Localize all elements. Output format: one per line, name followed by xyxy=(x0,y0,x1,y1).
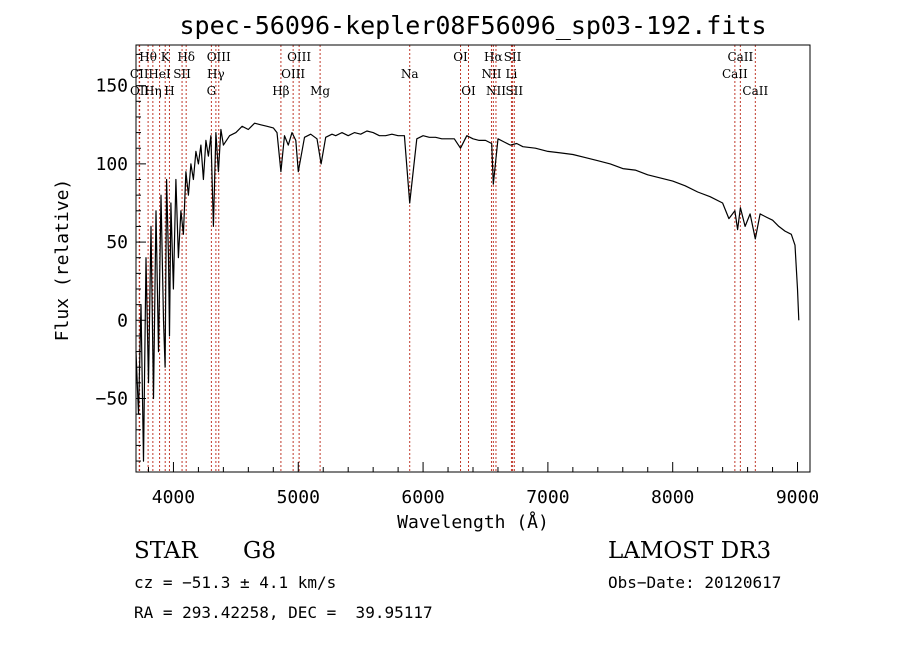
y-axis-label: Flux (relative) xyxy=(52,179,73,342)
line-label: CII xyxy=(130,67,149,81)
line-label: Mg xyxy=(310,84,330,98)
x-tick-label: 8000 xyxy=(651,487,694,508)
line-label: SII xyxy=(504,50,522,64)
spectral-subclass: G8 xyxy=(243,538,276,564)
redshift-text: cz = −51.3 ± 4.1 km/s xyxy=(134,573,336,592)
x-tick-label: 9000 xyxy=(776,487,819,508)
line-markers xyxy=(139,45,755,472)
line-label: CaII xyxy=(742,84,768,98)
plot-frame xyxy=(136,45,810,472)
line-label: OIII xyxy=(281,67,305,81)
y-tick-label: 50 xyxy=(106,232,128,253)
obs-date: Obs−Date: 20120617 xyxy=(608,573,781,592)
line-label: H xyxy=(164,84,174,98)
x-tick-label: 4000 xyxy=(152,487,195,508)
line-label: SII xyxy=(173,67,191,81)
y-tick-label: −50 xyxy=(95,388,128,409)
coordinates: RA = 293.42258, DEC = 39.95117 xyxy=(134,603,433,622)
x-tick-label: 7000 xyxy=(526,487,569,508)
line-label: CaII xyxy=(727,50,753,64)
y-tick-label: 100 xyxy=(95,154,128,175)
x-tick-label: 5000 xyxy=(277,487,320,508)
line-label: K xyxy=(161,50,171,64)
x-axis: 4000 5000 6000 7000 8000 9000 xyxy=(148,462,819,508)
line-label: OI xyxy=(453,50,468,64)
y-tick-label: 150 xyxy=(95,76,128,97)
line-label: Hδ xyxy=(177,50,195,64)
line-label: Hγ xyxy=(207,67,225,81)
line-label: Hθ xyxy=(139,50,157,64)
line-label: G xyxy=(207,84,217,98)
series-group xyxy=(136,123,799,461)
chart-title: spec-56096-kepler08F56096_sp03-192.fits xyxy=(180,11,767,40)
x-tick-label: 6000 xyxy=(401,487,444,508)
line-label: OI xyxy=(461,84,476,98)
line-label: CaII xyxy=(722,67,748,81)
line-label: Hα xyxy=(484,50,503,64)
y-tick-label: 0 xyxy=(117,310,128,331)
survey-name: LAMOST DR3 xyxy=(608,538,771,564)
object-class: STAR xyxy=(134,538,198,564)
line-label: OIII xyxy=(287,50,311,64)
line-label: Hβ xyxy=(272,84,289,98)
line-label: Na xyxy=(401,67,419,81)
x-axis-label: Wavelength (Å) xyxy=(397,511,549,533)
line-label: OIII xyxy=(207,50,231,64)
line-label: Hη xyxy=(144,84,162,98)
line-label: NII xyxy=(481,67,501,81)
line-label: HeI xyxy=(148,67,171,81)
line-label: SII xyxy=(505,84,523,98)
spectrum-line xyxy=(136,123,799,461)
line-label: Li xyxy=(506,67,518,81)
line-label: NII xyxy=(486,84,506,98)
